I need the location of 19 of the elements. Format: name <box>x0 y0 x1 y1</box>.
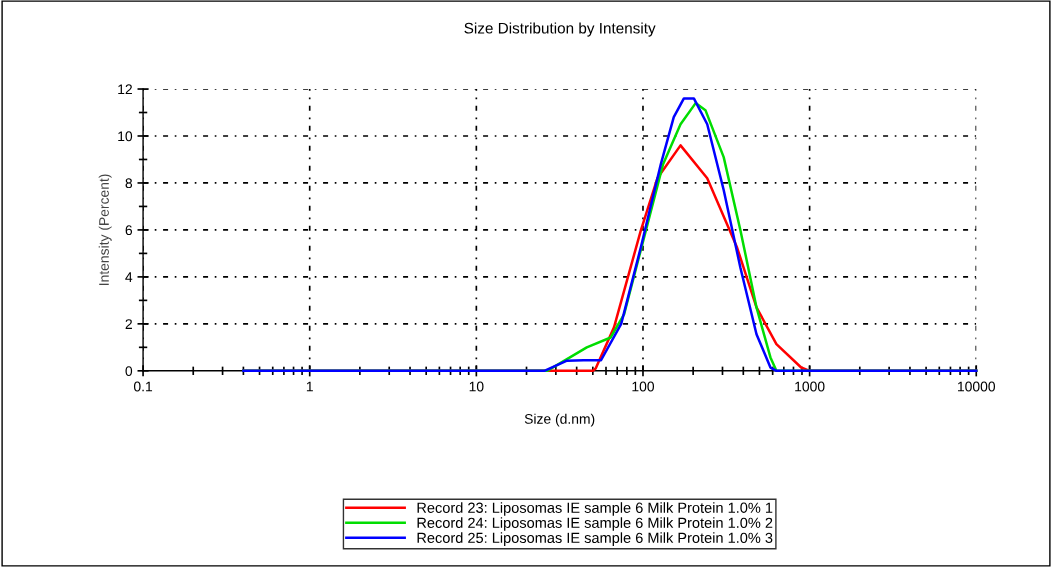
y-tick-label: 10 <box>118 131 133 142</box>
y-tick-label: 0 <box>125 366 133 376</box>
chart-title: Size Distribution by Intensity <box>464 22 656 37</box>
y-tick-label: 12 <box>118 84 132 95</box>
x-tick-label: 0.1 <box>133 381 153 392</box>
y-tick-label: 8 <box>125 178 133 189</box>
legend-label: Record 23: Liposomas IE sample 6 Milk Protein 1.0% 1 <box>417 502 773 516</box>
y-axis-title: Intensity (Percent) <box>98 174 112 285</box>
x-tick-label: 10 <box>469 381 484 392</box>
x-tick-label: 1 <box>306 381 313 392</box>
x-tick-label: 10000 <box>958 381 996 392</box>
x-axis-title: Size (d.nm) <box>524 413 595 427</box>
x-tick-label: 100 <box>632 381 655 392</box>
legend-label: Record 24: Liposomas IE sample 6 Milk Protein 1.0% 2 <box>417 517 773 531</box>
x-tick-label: 1000 <box>795 381 825 392</box>
y-tick-label: 6 <box>125 225 133 236</box>
y-tick-label: 4 <box>125 272 133 282</box>
y-tick-label: 2 <box>125 319 132 329</box>
legend-label: Record 25: Liposomas IE sample 6 Milk Protein 1.0% 3 <box>417 532 773 546</box>
